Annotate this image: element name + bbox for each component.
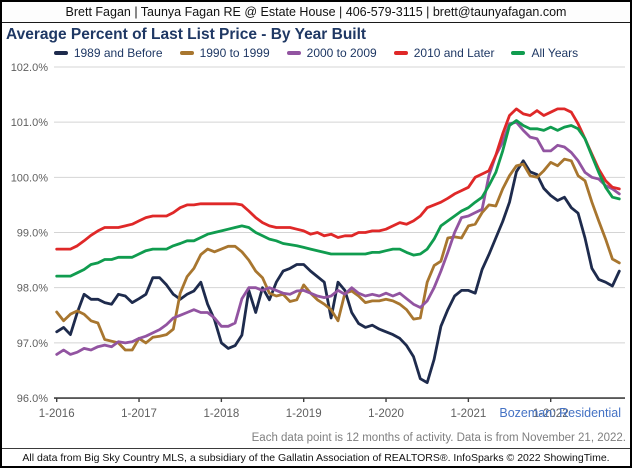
data-note: Each data point is 12 months of activity… (251, 432, 626, 444)
series-line-2010-and-later (55, 107, 621, 251)
legend-label: All Years (531, 46, 579, 60)
y-axis-tick-label: 100.0% (11, 172, 49, 184)
legend-item-2010-and-later: 2010 and Later (393, 46, 495, 60)
legend-swatch-icon (179, 51, 194, 55)
legend-swatch-icon (286, 51, 301, 55)
y-axis-tick-label: 99.0% (17, 228, 48, 240)
attribution-text: All data from Big Sky Country MLS, a sub… (22, 452, 610, 464)
series-line-2000-to-2009 (55, 120, 621, 356)
x-axis-tick-label: 1-2017 (121, 408, 157, 420)
x-axis-tick-label: 1-2022 (533, 408, 569, 420)
legend-label: 2010 and Later (413, 46, 495, 60)
x-axis-tick-label: 1-2020 (368, 408, 404, 420)
x-axis-tick-label: 1-2016 (39, 408, 75, 420)
y-axis-tick-label: 97.0% (17, 338, 48, 350)
x-axis-tick-label: 1-2019 (286, 408, 322, 420)
legend-item-1990-to-1999: 1990 to 1999 (179, 46, 270, 60)
y-axis-tick-label: 96.0% (17, 393, 48, 405)
legend-item-2000-to-2009: 2000 to 2009 (286, 46, 377, 60)
legend-item-all-years: All Years (511, 46, 578, 60)
series-line-1990-to-1999 (55, 157, 621, 352)
y-axis-tick-label: 102.0% (11, 62, 49, 74)
chart-legend: 1989 and Before 1990 to 1999 2000 to 2009 2… (2, 45, 630, 61)
series-line-all-years (55, 119, 621, 278)
legend-swatch-icon (511, 51, 526, 55)
legend-label: 1989 and Before (73, 46, 163, 60)
chart-title: Average Percent of Last List Price - By … (6, 26, 367, 43)
legend-swatch-icon (53, 51, 68, 55)
legend-item-1989-and-before: 1989 and Before (53, 46, 163, 60)
x-axis-tick-label: 1-2018 (203, 408, 239, 420)
line-chart: 102.0% 101.0% 100.0% 99.0% 98.0% 97.0% 96.0% 1-… (11, 62, 625, 420)
agent-contact-text: Brett Fagan | Taunya Fagan RE @ Estate H… (65, 5, 567, 19)
legend-label: 1990 to 1999 (199, 46, 270, 60)
x-axis-tick-label: 1-2021 (450, 408, 486, 420)
legend-swatch-icon (393, 51, 408, 55)
agent-contact-banner: Brett Fagan | Taunya Fagan RE @ Estate H… (2, 2, 630, 23)
y-axis-tick-label: 98.0% (17, 283, 48, 295)
y-axis-tick-label: 101.0% (11, 117, 49, 129)
market-label: Bozeman: Residential (499, 406, 621, 420)
series-line-1989-and-before (55, 159, 621, 385)
legend-label: 2000 to 2009 (306, 46, 377, 60)
footer-divider (2, 448, 630, 449)
